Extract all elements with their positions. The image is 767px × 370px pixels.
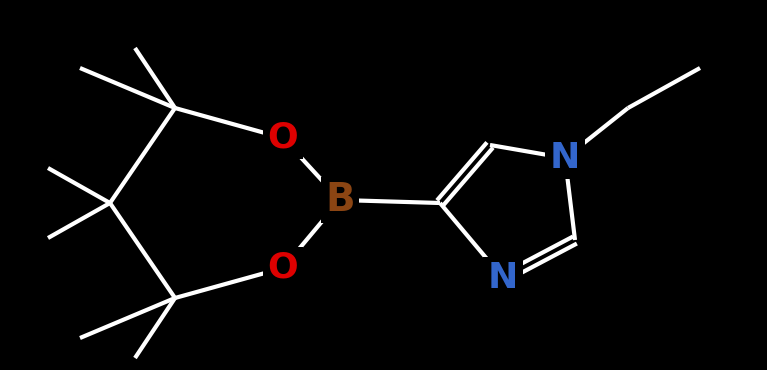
Text: O: O: [268, 251, 298, 285]
Text: B: B: [325, 181, 355, 219]
Text: N: N: [550, 141, 580, 175]
Text: O: O: [268, 121, 298, 155]
Text: N: N: [488, 261, 518, 295]
